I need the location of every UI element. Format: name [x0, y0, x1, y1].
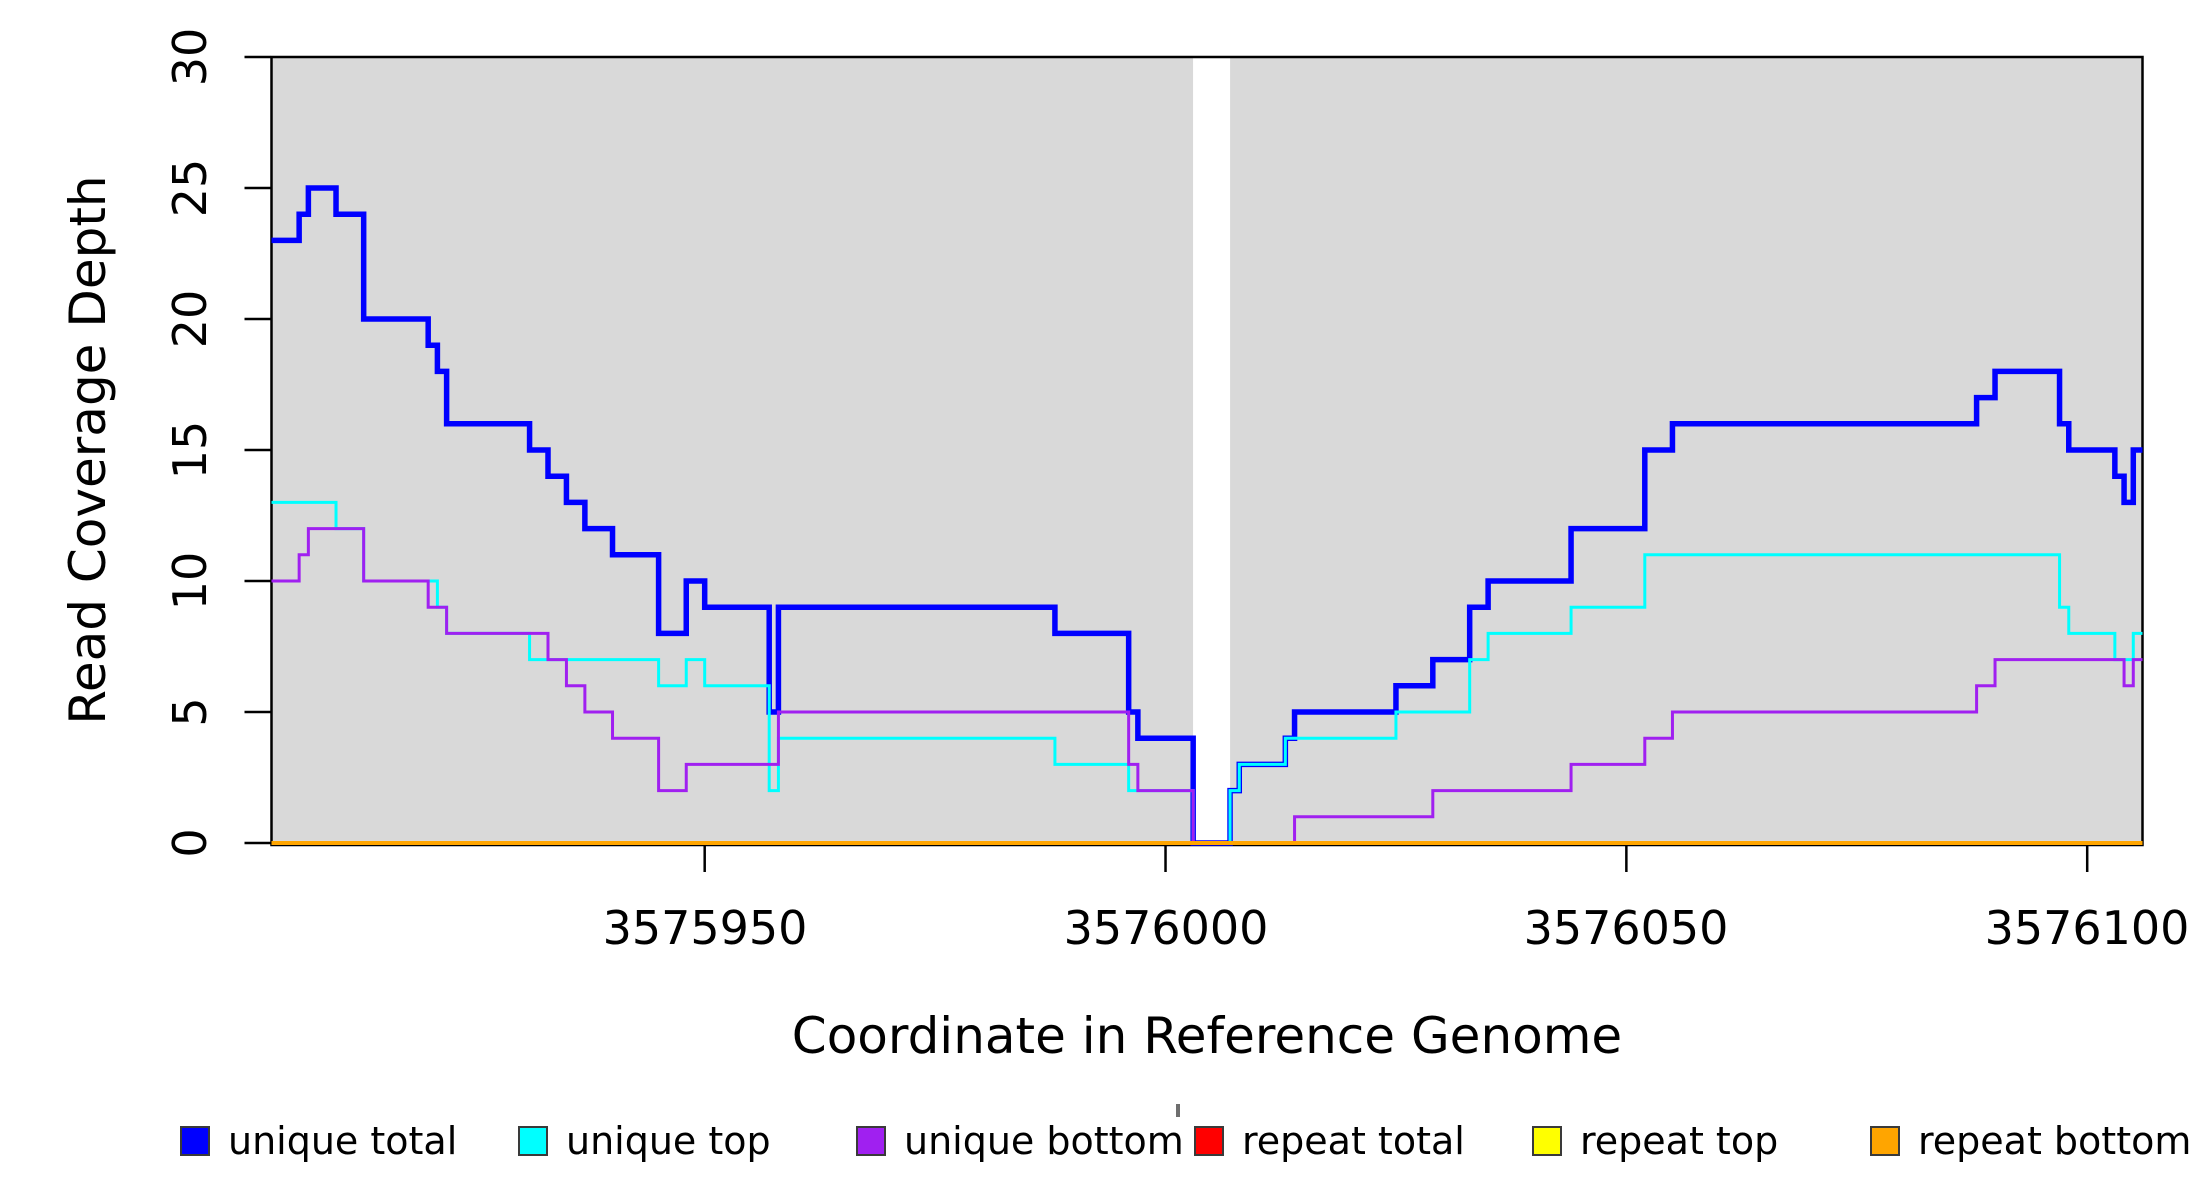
- legend-item-repeat-bottom: repeat bottom: [1870, 1122, 2191, 1160]
- legend-item-repeat-top: repeat top: [1532, 1122, 1778, 1160]
- legend-label: repeat top: [1580, 1119, 1779, 1163]
- legend-item-repeat-total: repeat total: [1194, 1122, 1465, 1160]
- coverage-gap-band: [1193, 57, 1231, 845]
- legend-label: unique bottom: [904, 1119, 1184, 1163]
- legend-label: unique total: [228, 1119, 458, 1163]
- y-tick-label: 30: [163, 27, 217, 87]
- legend-swatch-unique-total: [180, 1126, 210, 1156]
- legend-label: repeat bottom: [1918, 1119, 2192, 1163]
- plot-background: [271, 57, 1194, 845]
- y-tick-label: 10: [163, 551, 217, 611]
- y-tick-label: 5: [163, 697, 217, 727]
- series-unique-bottom: [271, 527, 2143, 845]
- y-tick-label: 25: [163, 158, 217, 218]
- x-tick-label: 3576000: [1063, 901, 1269, 955]
- x-axis-title: Coordinate in Reference Genome: [791, 1007, 1623, 1065]
- legend-label: unique top: [566, 1119, 771, 1163]
- y-axis-title: Read Coverage Depth: [59, 175, 117, 725]
- x-tick-label: 3576050: [1523, 901, 1729, 955]
- y-tick-label: 0: [163, 828, 217, 858]
- legend-swatch-repeat-bottom: [1870, 1126, 1900, 1156]
- y-tick-label: 15: [163, 420, 217, 480]
- x-tick-label: 3576100: [1984, 901, 2190, 955]
- plot-background: [1230, 57, 2143, 845]
- legend-swatch-unique-bottom: [856, 1126, 886, 1156]
- legend-swatch-repeat-total: [1194, 1126, 1224, 1156]
- legend-item-unique-top: unique top: [518, 1122, 771, 1160]
- y-tick-label: 20: [163, 289, 217, 349]
- legend-item-unique-total: unique total: [180, 1122, 457, 1160]
- legend-stray-mark: [1176, 1104, 1180, 1117]
- series-unique-total: [271, 185, 2143, 846]
- x-tick-label: 3575950: [602, 901, 808, 955]
- legend-item-unique-bottom: unique bottom: [856, 1122, 1184, 1160]
- legend-swatch-unique-top: [518, 1126, 548, 1156]
- legend-swatch-repeat-top: [1532, 1126, 1562, 1156]
- legend-label: repeat total: [1242, 1119, 1465, 1163]
